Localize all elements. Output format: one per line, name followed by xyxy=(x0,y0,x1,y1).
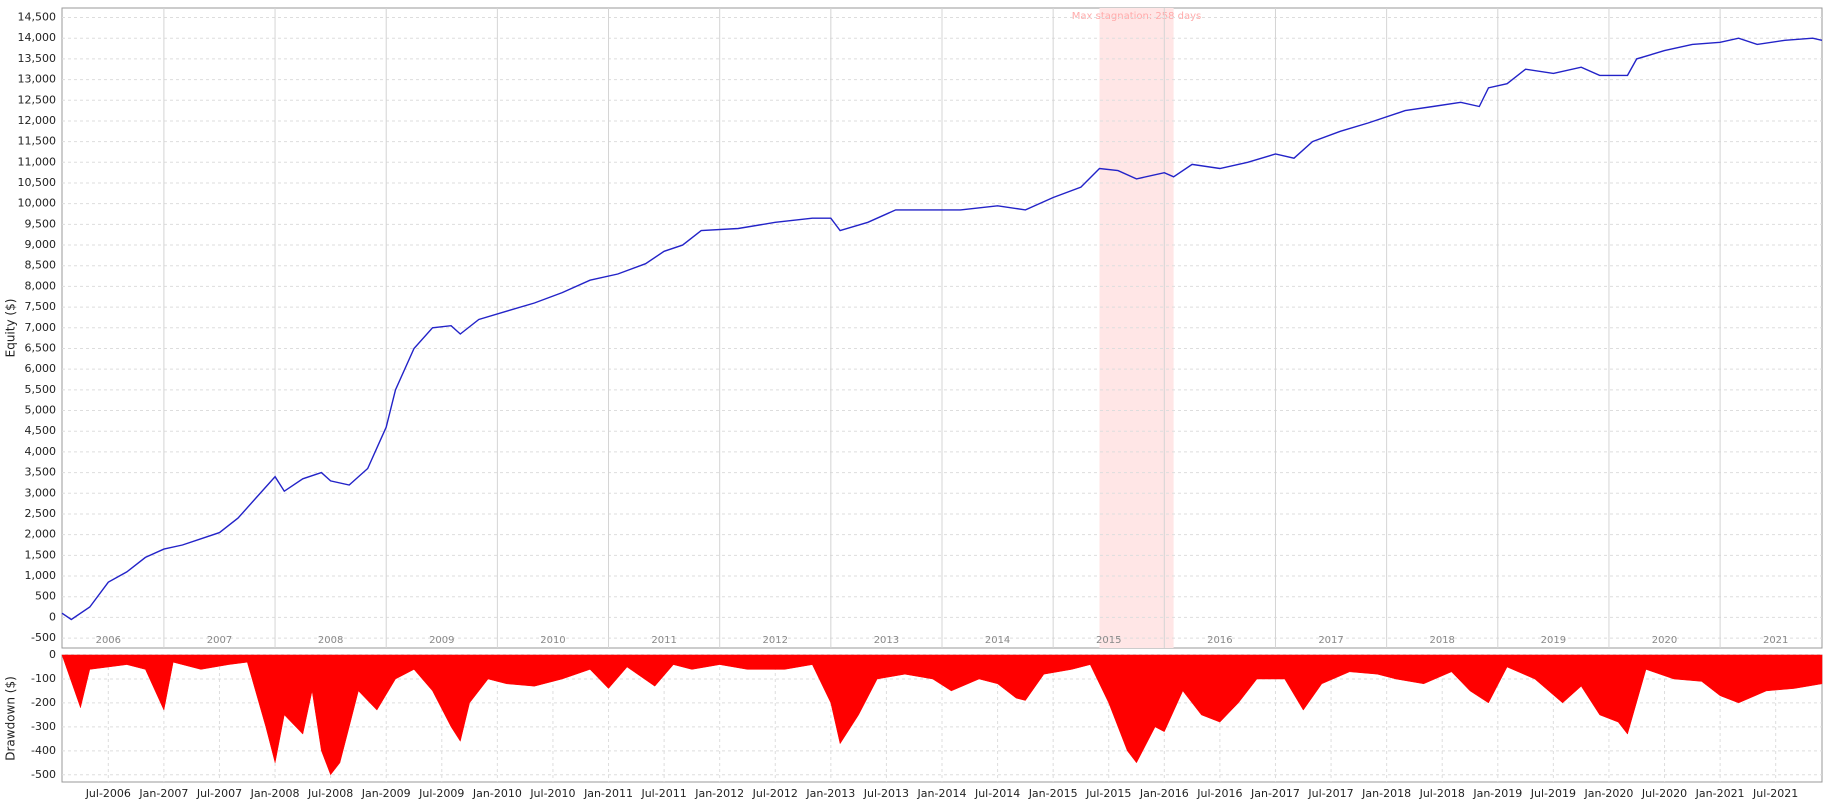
year-label: 2021 xyxy=(1763,635,1788,646)
x-tick-label: Jan-2010 xyxy=(472,787,522,800)
x-tick-label: Jan-2013 xyxy=(805,787,855,800)
y-tick-label: 9,500 xyxy=(25,217,57,230)
y-tick-label: 4,500 xyxy=(25,424,57,437)
y-tick-label: -100 xyxy=(31,672,56,685)
x-tick-label: Jan-2015 xyxy=(1028,787,1078,800)
x-tick-label: Jan-2011 xyxy=(583,787,633,800)
y-tick-label: 9,000 xyxy=(25,238,57,251)
y-tick-label: 6,500 xyxy=(25,341,57,354)
y-tick-label: 8,000 xyxy=(25,279,57,292)
y-tick-label: -500 xyxy=(31,768,56,781)
x-tick-label: Jul-2013 xyxy=(863,787,909,800)
stagnation-label: Max stagnation: 258 days xyxy=(1072,11,1202,22)
y-tick-label: 2,000 xyxy=(25,528,57,541)
year-label: 2010 xyxy=(540,635,565,646)
y-tick-label: 1,500 xyxy=(25,548,57,561)
y-tick-label: 13,000 xyxy=(18,73,57,86)
y-tick-label: 5,000 xyxy=(25,404,57,417)
y-tick-label: 7,000 xyxy=(25,321,57,334)
x-tick-label: Jul-2019 xyxy=(1530,787,1576,800)
y-tick-label: 4,000 xyxy=(25,445,57,458)
x-tick-label: Jul-2011 xyxy=(640,787,686,800)
y-tick-label: -500 xyxy=(31,631,56,644)
y-tick-label: 8,500 xyxy=(25,259,57,272)
x-tick-label: Jul-2014 xyxy=(974,787,1020,800)
x-tick-label: Jul-2018 xyxy=(1419,787,1465,800)
y-tick-label: 7,500 xyxy=(25,300,57,313)
x-tick-label: Jan-2009 xyxy=(361,787,411,800)
year-label: 2016 xyxy=(1207,635,1232,646)
x-tick-label: Jan-2021 xyxy=(1695,787,1745,800)
x-tick-label: Jan-2018 xyxy=(1361,787,1411,800)
y-tick-label: 14,000 xyxy=(18,31,57,44)
year-label: 2018 xyxy=(1429,635,1454,646)
y-tick-label: -300 xyxy=(31,720,56,733)
x-tick-label: Jul-2012 xyxy=(752,787,798,800)
x-tick-label: Jan-2007 xyxy=(138,787,188,800)
y-tick-label: 6,000 xyxy=(25,362,57,375)
x-tick-label: Jul-2010 xyxy=(529,787,575,800)
y-tick-label: 3,000 xyxy=(25,486,57,499)
x-tick-label: Jan-2019 xyxy=(1472,787,1522,800)
x-tick-label: Jan-2016 xyxy=(1139,787,1189,800)
x-tick-label: Jan-2017 xyxy=(1250,787,1300,800)
y-tick-label: -400 xyxy=(31,744,56,757)
x-tick-label: Jul-2015 xyxy=(1085,787,1131,800)
x-tick-label: Jul-2021 xyxy=(1752,787,1798,800)
year-label: 2020 xyxy=(1652,635,1677,646)
y-tick-label: 12,500 xyxy=(18,93,57,106)
equity-line xyxy=(61,37,1823,621)
year-label: 2015 xyxy=(1096,635,1121,646)
y-tick-label: 14,500 xyxy=(18,11,57,24)
x-tick-label: Jul-2016 xyxy=(1196,787,1242,800)
year-label: 2012 xyxy=(763,635,788,646)
y-tick-label: 13,500 xyxy=(18,52,57,65)
x-tick-label: Jan-2012 xyxy=(694,787,744,800)
year-label: 2017 xyxy=(1318,635,1343,646)
x-tick-label: Jul-2007 xyxy=(196,787,242,800)
x-tick-label: Jul-2020 xyxy=(1641,787,1687,800)
y-tick-label: 5,500 xyxy=(25,383,57,396)
x-tick-label: Jul-2017 xyxy=(1307,787,1353,800)
y-tick-label: 11,000 xyxy=(18,155,57,168)
x-tick-label: Jul-2009 xyxy=(418,787,464,800)
x-tick-label: Jan-2020 xyxy=(1583,787,1633,800)
year-label: 2014 xyxy=(985,635,1010,646)
x-tick-label: Jul-2008 xyxy=(307,787,353,800)
y-tick-label: 10,000 xyxy=(18,197,57,210)
year-label: 2011 xyxy=(651,635,676,646)
x-tick-label: Jan-2008 xyxy=(250,787,300,800)
y-tick-label: 12,000 xyxy=(18,114,57,127)
y-axis-label: Equity ($) xyxy=(4,299,18,358)
year-label: 2009 xyxy=(429,635,454,646)
drawdown-area xyxy=(61,654,1823,776)
year-label: 2006 xyxy=(96,635,121,646)
y-tick-label: 1,000 xyxy=(25,569,57,582)
year-label: 2008 xyxy=(318,635,343,646)
year-label: 2013 xyxy=(874,635,899,646)
y-tick-label: 11,500 xyxy=(18,135,57,148)
y-axis-label: Drawdown ($) xyxy=(4,676,18,761)
y-tick-label: 10,500 xyxy=(18,176,57,189)
y-tick-label: -200 xyxy=(31,696,56,709)
y-tick-label: 0 xyxy=(49,610,56,623)
y-tick-label: 500 xyxy=(35,590,56,603)
y-tick-label: 3,500 xyxy=(25,466,57,479)
year-label: 2019 xyxy=(1541,635,1566,646)
y-tick-label: 0 xyxy=(49,648,56,661)
y-tick-label: 2,500 xyxy=(25,507,57,520)
x-tick-label: Jul-2006 xyxy=(85,787,131,800)
year-label: 2007 xyxy=(207,635,232,646)
x-tick-label: Jan-2014 xyxy=(917,787,967,800)
